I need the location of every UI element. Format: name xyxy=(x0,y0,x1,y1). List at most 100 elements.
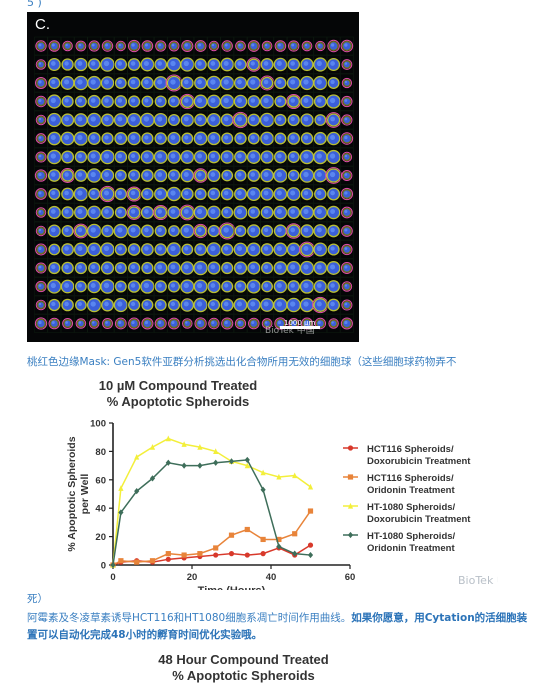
spheroid xyxy=(193,260,208,276)
spheroid xyxy=(327,280,340,293)
data-point xyxy=(149,475,156,482)
spheroid xyxy=(141,169,154,182)
spheroid xyxy=(299,205,315,220)
spheroid xyxy=(286,76,301,90)
data-point xyxy=(110,561,116,569)
spheroid xyxy=(180,261,195,275)
data-point xyxy=(347,474,354,480)
spheroid xyxy=(86,223,102,239)
panel-label: C. xyxy=(35,16,50,33)
spheroid xyxy=(167,205,181,220)
spheroid xyxy=(114,317,127,330)
spheroid xyxy=(140,76,154,90)
spheroid xyxy=(73,75,89,91)
data-point xyxy=(307,542,314,548)
spheroid xyxy=(35,77,47,89)
data-point xyxy=(244,462,250,469)
spheroid xyxy=(273,279,288,294)
data-point xyxy=(197,462,203,469)
spheroid xyxy=(300,57,314,72)
spheroid xyxy=(273,168,288,183)
spheroid xyxy=(299,75,315,91)
spheroid xyxy=(74,57,88,72)
spheroid xyxy=(168,40,180,52)
spheroid xyxy=(340,317,353,330)
spheroid xyxy=(285,223,302,239)
spheroid xyxy=(234,150,247,164)
spheroid xyxy=(287,58,301,71)
spheroid xyxy=(326,261,341,275)
spheroid xyxy=(207,279,221,294)
spheroid xyxy=(260,58,274,71)
spheroid xyxy=(221,280,234,293)
data-point xyxy=(213,448,219,454)
spheroid xyxy=(247,113,261,127)
spheroid xyxy=(100,205,115,220)
spheroid xyxy=(113,113,128,127)
spheroid xyxy=(141,132,154,145)
spheroid xyxy=(74,280,87,293)
spheroid xyxy=(48,188,61,200)
spheroid xyxy=(193,131,208,146)
spheroid xyxy=(166,242,182,257)
spheroid xyxy=(314,114,327,126)
legend-label: Oridonin Treatment xyxy=(367,543,455,554)
spheroid xyxy=(286,297,301,313)
spheroid xyxy=(181,243,194,256)
spheroid xyxy=(47,94,62,109)
spheroid xyxy=(35,262,47,274)
data-point xyxy=(307,483,314,490)
spheroid xyxy=(61,261,74,275)
spheroid xyxy=(181,132,194,145)
spheroid xyxy=(101,113,114,127)
spheroid xyxy=(313,95,327,108)
spheroid xyxy=(61,243,74,256)
spheroid xyxy=(35,95,47,108)
spheroid xyxy=(313,224,328,238)
spheroid xyxy=(286,260,301,276)
spheroid xyxy=(101,298,114,312)
spheroid xyxy=(261,40,273,52)
spheroid xyxy=(247,40,260,52)
spheroid xyxy=(48,40,61,52)
spheroid xyxy=(218,222,236,240)
data-point xyxy=(228,551,235,557)
x-tick-label: 0 xyxy=(110,572,115,583)
spheroid xyxy=(140,279,155,294)
data-point xyxy=(228,532,235,538)
spheroid xyxy=(341,170,353,181)
chart-subtitle: % Apoptotic Spheroids xyxy=(107,394,250,409)
spheroid xyxy=(140,112,155,128)
spheroid xyxy=(115,40,126,52)
microscopy-watermark: BioTek 中国 xyxy=(265,326,315,336)
spheroid xyxy=(114,95,128,108)
spheroid xyxy=(300,94,314,109)
spheroid xyxy=(182,318,193,329)
spheroid-grid xyxy=(34,36,354,333)
spheroid xyxy=(61,224,74,238)
spheroid xyxy=(75,40,87,52)
legend-label: HT-1080 Spheroids/ xyxy=(367,531,456,542)
spheroid xyxy=(165,74,183,92)
spheroid xyxy=(206,94,221,109)
spheroid xyxy=(193,168,208,183)
description-text: 阿霉素及冬凌草素诱导HCT116和HT1080细胞系凋亡时间作用曲线。 xyxy=(27,612,352,624)
spheroid xyxy=(154,299,167,311)
spheroid xyxy=(221,243,234,256)
data-point xyxy=(197,551,203,557)
spheroid xyxy=(74,113,88,127)
spheroid xyxy=(273,150,287,164)
y-tick-label: 80 xyxy=(95,447,106,458)
spheroid xyxy=(86,297,102,313)
spheroid xyxy=(220,150,234,164)
spheroid xyxy=(235,40,246,52)
spheroid xyxy=(141,317,154,330)
spheroid xyxy=(194,58,207,71)
chart2-heading: 48 Hour Compound Treated % Apoptotic Sph… xyxy=(0,652,542,684)
spheroid xyxy=(74,95,87,108)
chart2-title: 48 Hour Compound Treated xyxy=(158,652,329,667)
spheroid xyxy=(114,169,127,182)
y-tick-label: 60 xyxy=(95,475,106,486)
x-tick-label: 20 xyxy=(187,572,198,583)
spheroid xyxy=(221,169,234,182)
